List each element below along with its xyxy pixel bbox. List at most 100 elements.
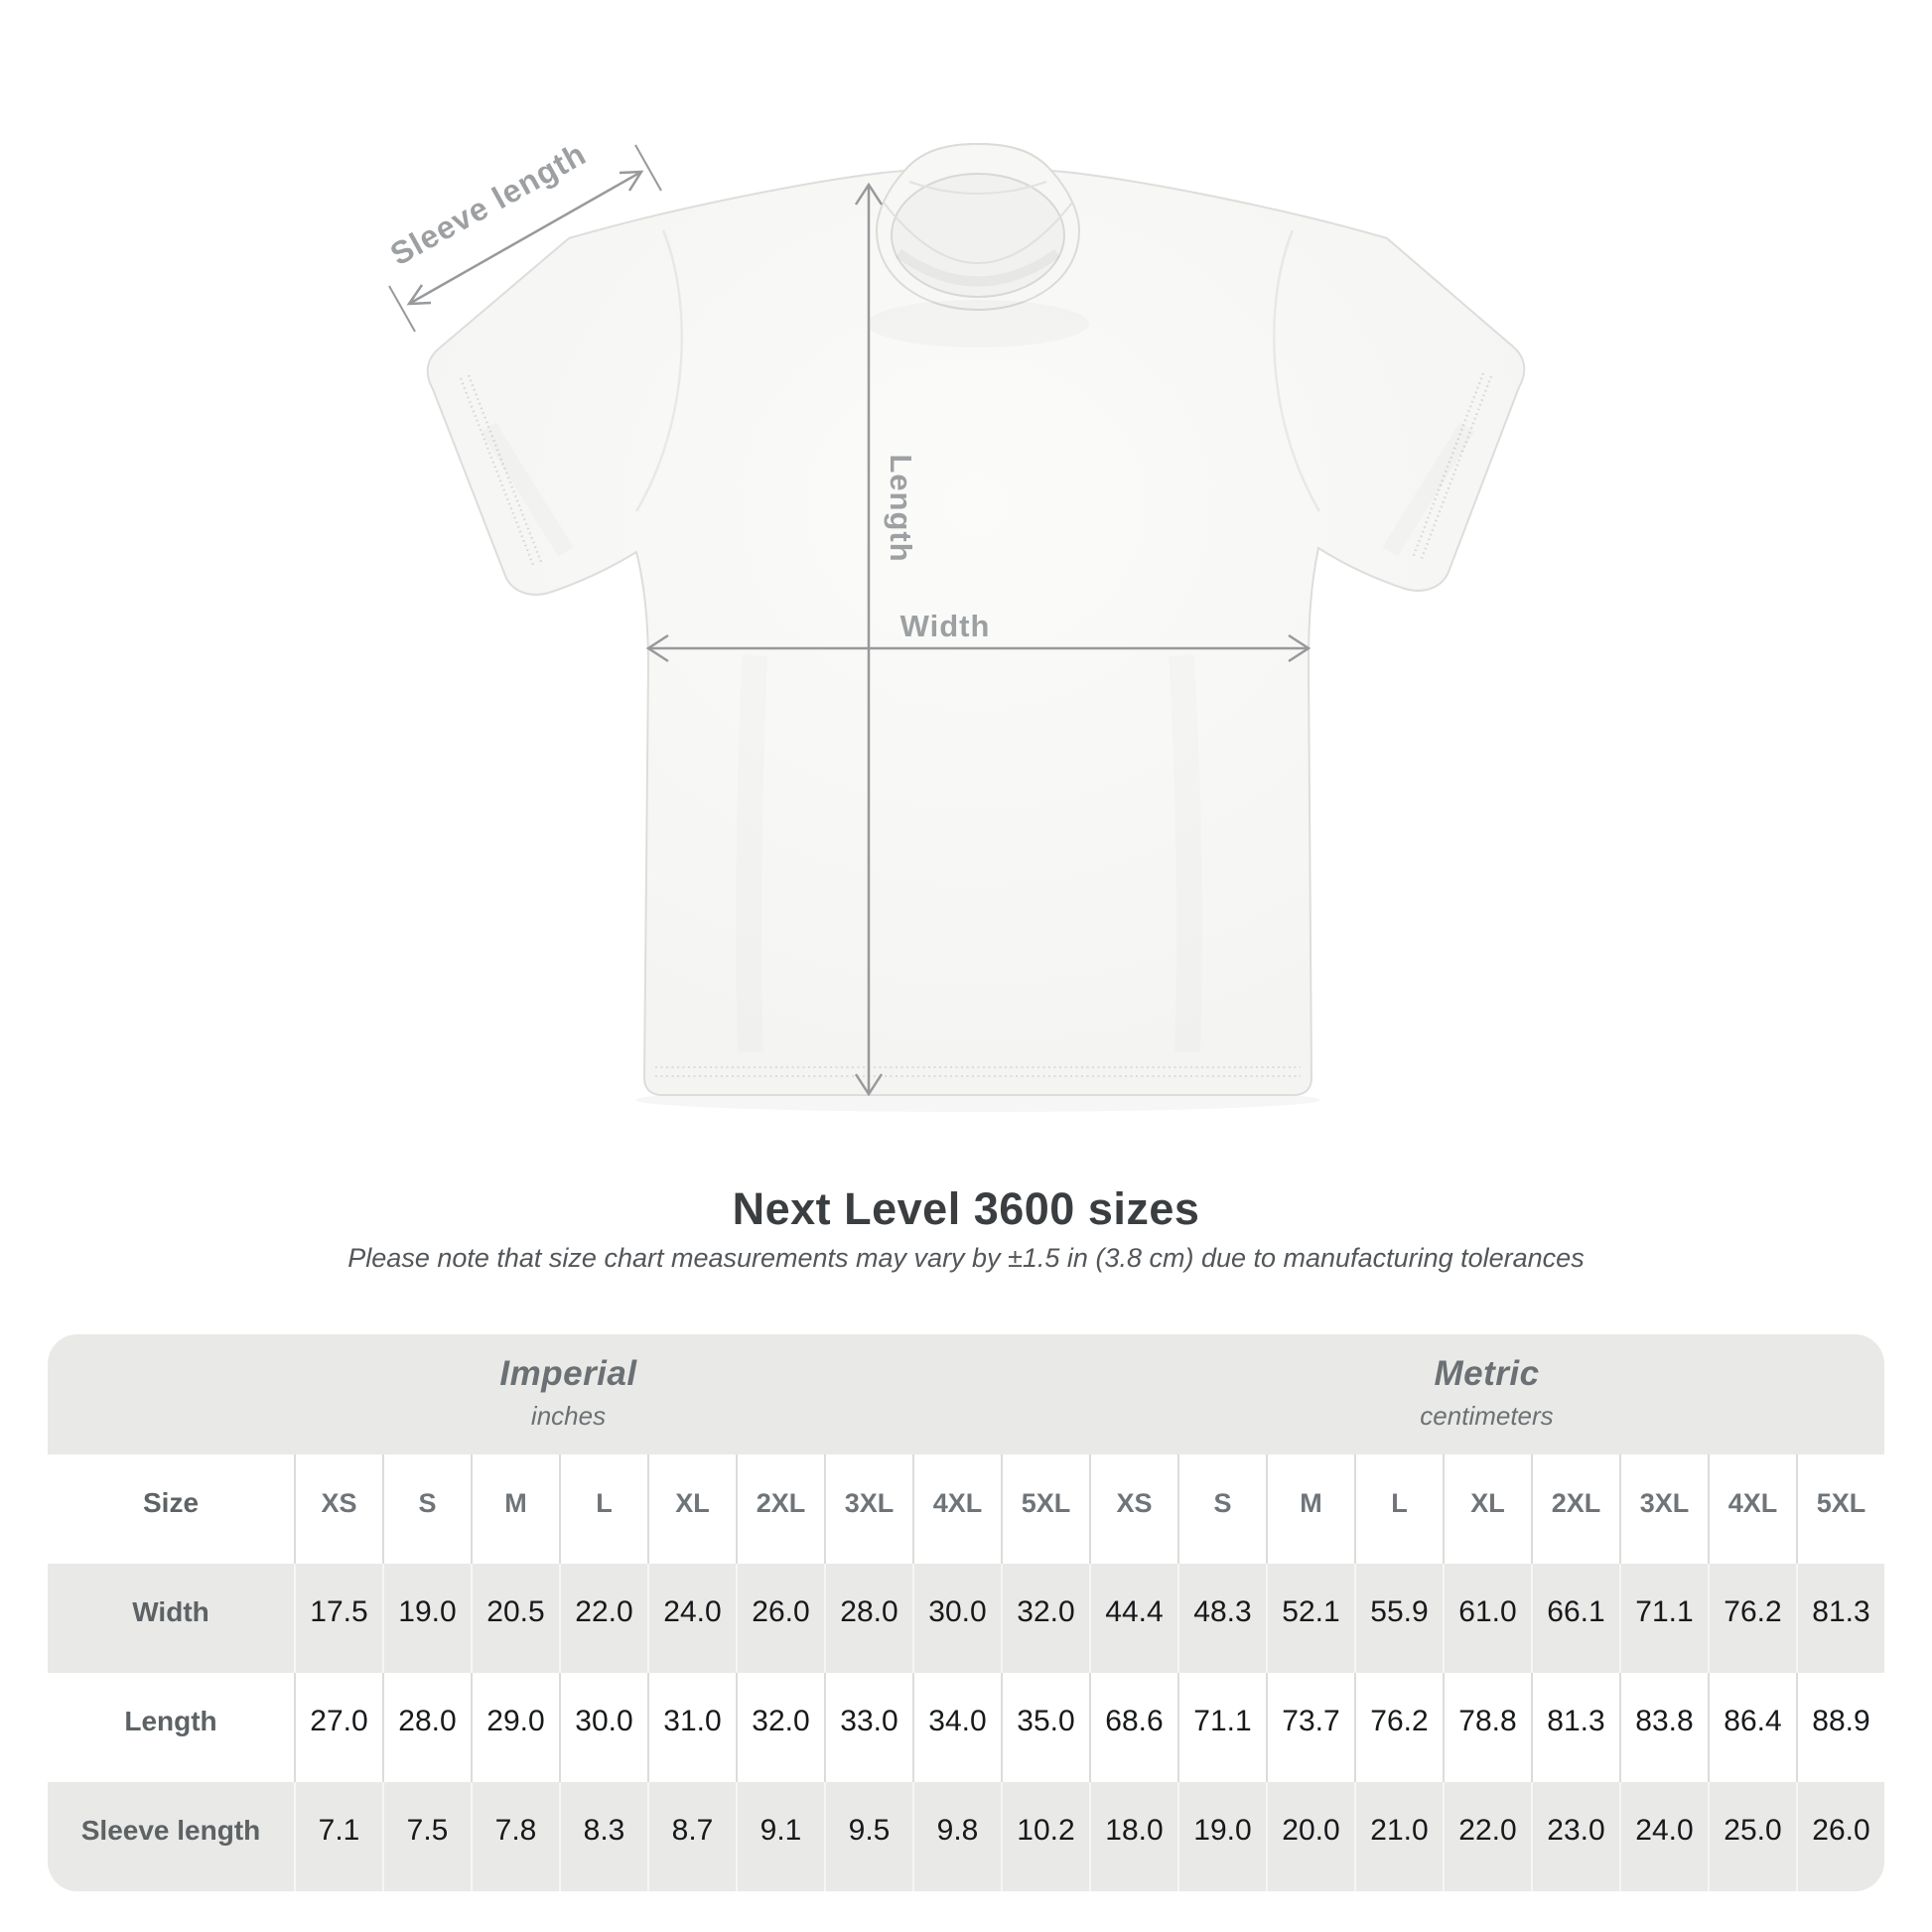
size-value-cell: 27.0	[294, 1673, 382, 1782]
unit-header-row: Imperial inches Metric centimeters	[48, 1334, 1884, 1454]
size-value-cell: 76.2	[1354, 1673, 1443, 1782]
sleeve-length-arrow	[388, 144, 662, 333]
size-value-cell: 35.0	[1001, 1673, 1089, 1782]
row-label: Sleeve length	[80, 1815, 261, 1846]
size-column-header: M	[471, 1454, 559, 1564]
size-column-header: S	[1177, 1454, 1266, 1564]
width-arrow	[645, 633, 1311, 663]
length-label: Length	[884, 454, 918, 562]
sleeve-length-row: Sleeve length 7.1 7.5 7.8 8.3 8.7 9.1 9.5 9.8 10.…	[48, 1782, 1884, 1891]
size-value-cell: 7.5	[382, 1782, 471, 1891]
size-value-cell: 86.4	[1708, 1673, 1796, 1782]
size-column-header: 5XL	[1001, 1454, 1089, 1564]
imperial-unit-header: Imperial inches	[48, 1334, 1089, 1454]
width-row: Width 17.5 19.0 20.5 22.0 24.0 26.0 28.0 30.0 32.…	[48, 1564, 1884, 1673]
tolerance-note: Please note that size chart measurements…	[347, 1243, 1585, 1273]
size-column-header: 5XL	[1796, 1454, 1884, 1564]
size-column-header: 4XL	[1708, 1454, 1796, 1564]
size-column-header: 3XL	[824, 1454, 912, 1564]
size-value-cell: 26.0	[1796, 1782, 1884, 1891]
size-column-header: XS	[1089, 1454, 1177, 1564]
size-value-cell: 33.0	[824, 1673, 912, 1782]
size-column-header: L	[1354, 1454, 1443, 1564]
size-value-cell: 28.0	[824, 1564, 912, 1673]
metric-label: Metric	[1434, 1354, 1540, 1393]
size-value-cell: 61.0	[1443, 1564, 1531, 1673]
size-value-cell: 30.0	[912, 1564, 1001, 1673]
size-value-cell: 78.8	[1443, 1673, 1531, 1782]
size-value-cell: 32.0	[1001, 1564, 1089, 1673]
size-value-cell: 19.0	[1177, 1782, 1266, 1891]
size-column-header: XL	[647, 1454, 736, 1564]
size-value-cell: 7.8	[471, 1782, 559, 1891]
size-value-cell: 73.7	[1266, 1673, 1354, 1782]
page-title: Next Level 3600 sizes	[732, 1183, 1200, 1234]
size-value-cell: 7.1	[294, 1782, 382, 1891]
neck-opening	[891, 173, 1065, 298]
imperial-unit: inches	[530, 1401, 607, 1431]
size-value-cell: 55.9	[1354, 1564, 1443, 1673]
size-header-row: Size XS S M L XL 2XL 3XL 4XL 5XL XS S M L XL 2XL 3XL 4XL 5…	[48, 1454, 1884, 1564]
size-value-cell: 22.0	[1443, 1782, 1531, 1891]
size-column-header: L	[559, 1454, 647, 1564]
size-value-cell: 31.0	[647, 1673, 736, 1782]
left-sleeve-stitch	[459, 374, 543, 566]
size-value-cell: 34.0	[912, 1673, 1001, 1782]
fold-left	[749, 655, 755, 1052]
size-column-header: 2XL	[736, 1454, 824, 1564]
size-value-cell: 81.3	[1531, 1673, 1619, 1782]
length-row: Length 27.0 28.0 29.0 30.0 31.0 32.0 33.0 34.0 35…	[48, 1673, 1884, 1782]
neck-inner-shadow	[896, 248, 1060, 287]
size-value-cell: 21.0	[1354, 1782, 1443, 1891]
size-value-cell: 26.0	[736, 1564, 824, 1673]
size-value-cell: 88.9	[1796, 1673, 1884, 1782]
size-value-cell: 8.3	[559, 1782, 647, 1891]
size-value-cell: 9.5	[824, 1782, 912, 1891]
size-value-cell: 20.5	[471, 1564, 559, 1673]
size-value-cell: 30.0	[559, 1673, 647, 1782]
size-value-cell: 24.0	[647, 1564, 736, 1673]
size-diagram: Width Length Sleeve length	[384, 135, 1526, 1097]
tshirt-graphic	[426, 142, 1526, 1096]
size-value-cell: 48.3	[1177, 1564, 1266, 1673]
imperial-label: Imperial	[499, 1354, 637, 1393]
size-chart-table: Imperial inches Metric centimeters Size X…	[48, 1334, 1884, 1891]
size-value-cell: 71.1	[1619, 1564, 1708, 1673]
size-value-cell: 24.0	[1619, 1782, 1708, 1891]
size-value-cell: 71.1	[1177, 1673, 1266, 1782]
left-sleeve-seam	[634, 229, 683, 512]
width-label: Width	[900, 609, 991, 643]
size-value-cell: 19.0	[382, 1564, 471, 1673]
size-value-cell: 66.1	[1531, 1564, 1619, 1673]
metric-unit-header: Metric centimeters	[1089, 1334, 1884, 1454]
back-neck-line	[908, 181, 1047, 195]
row-label: Width	[132, 1596, 209, 1627]
size-value-cell: 68.6	[1089, 1673, 1177, 1782]
hem-stitch	[655, 1066, 1301, 1077]
length-arrow	[854, 182, 884, 1097]
size-value-cell: 28.0	[382, 1673, 471, 1782]
size-column-header: 3XL	[1619, 1454, 1708, 1564]
size-value-cell: 52.1	[1266, 1564, 1354, 1673]
size-value-cell: 17.5	[294, 1564, 382, 1673]
size-column-header: XL	[1443, 1454, 1531, 1564]
size-column-header: 2XL	[1531, 1454, 1619, 1564]
fold-right	[1181, 655, 1189, 1052]
right-sleeve-seam	[1273, 229, 1321, 512]
under-collar-shade	[867, 300, 1089, 347]
size-column-header: 4XL	[912, 1454, 1001, 1564]
size-column-header: M	[1266, 1454, 1354, 1564]
size-value-cell: 32.0	[736, 1673, 824, 1782]
size-value-cell: 9.8	[912, 1782, 1001, 1891]
size-column-header: S	[382, 1454, 471, 1564]
size-value-cell: 25.0	[1708, 1782, 1796, 1891]
row-label: Size	[142, 1487, 200, 1518]
size-value-cell: 44.4	[1089, 1564, 1177, 1673]
size-value-cell: 18.0	[1089, 1782, 1177, 1891]
metric-unit: centimeters	[1420, 1401, 1554, 1431]
size-value-cell: 81.3	[1796, 1564, 1884, 1673]
size-value-cell: 20.0	[1266, 1782, 1354, 1891]
collar-stitch	[883, 202, 1073, 264]
size-value-cell: 10.2	[1001, 1782, 1089, 1891]
size-value-cell: 22.0	[559, 1564, 647, 1673]
